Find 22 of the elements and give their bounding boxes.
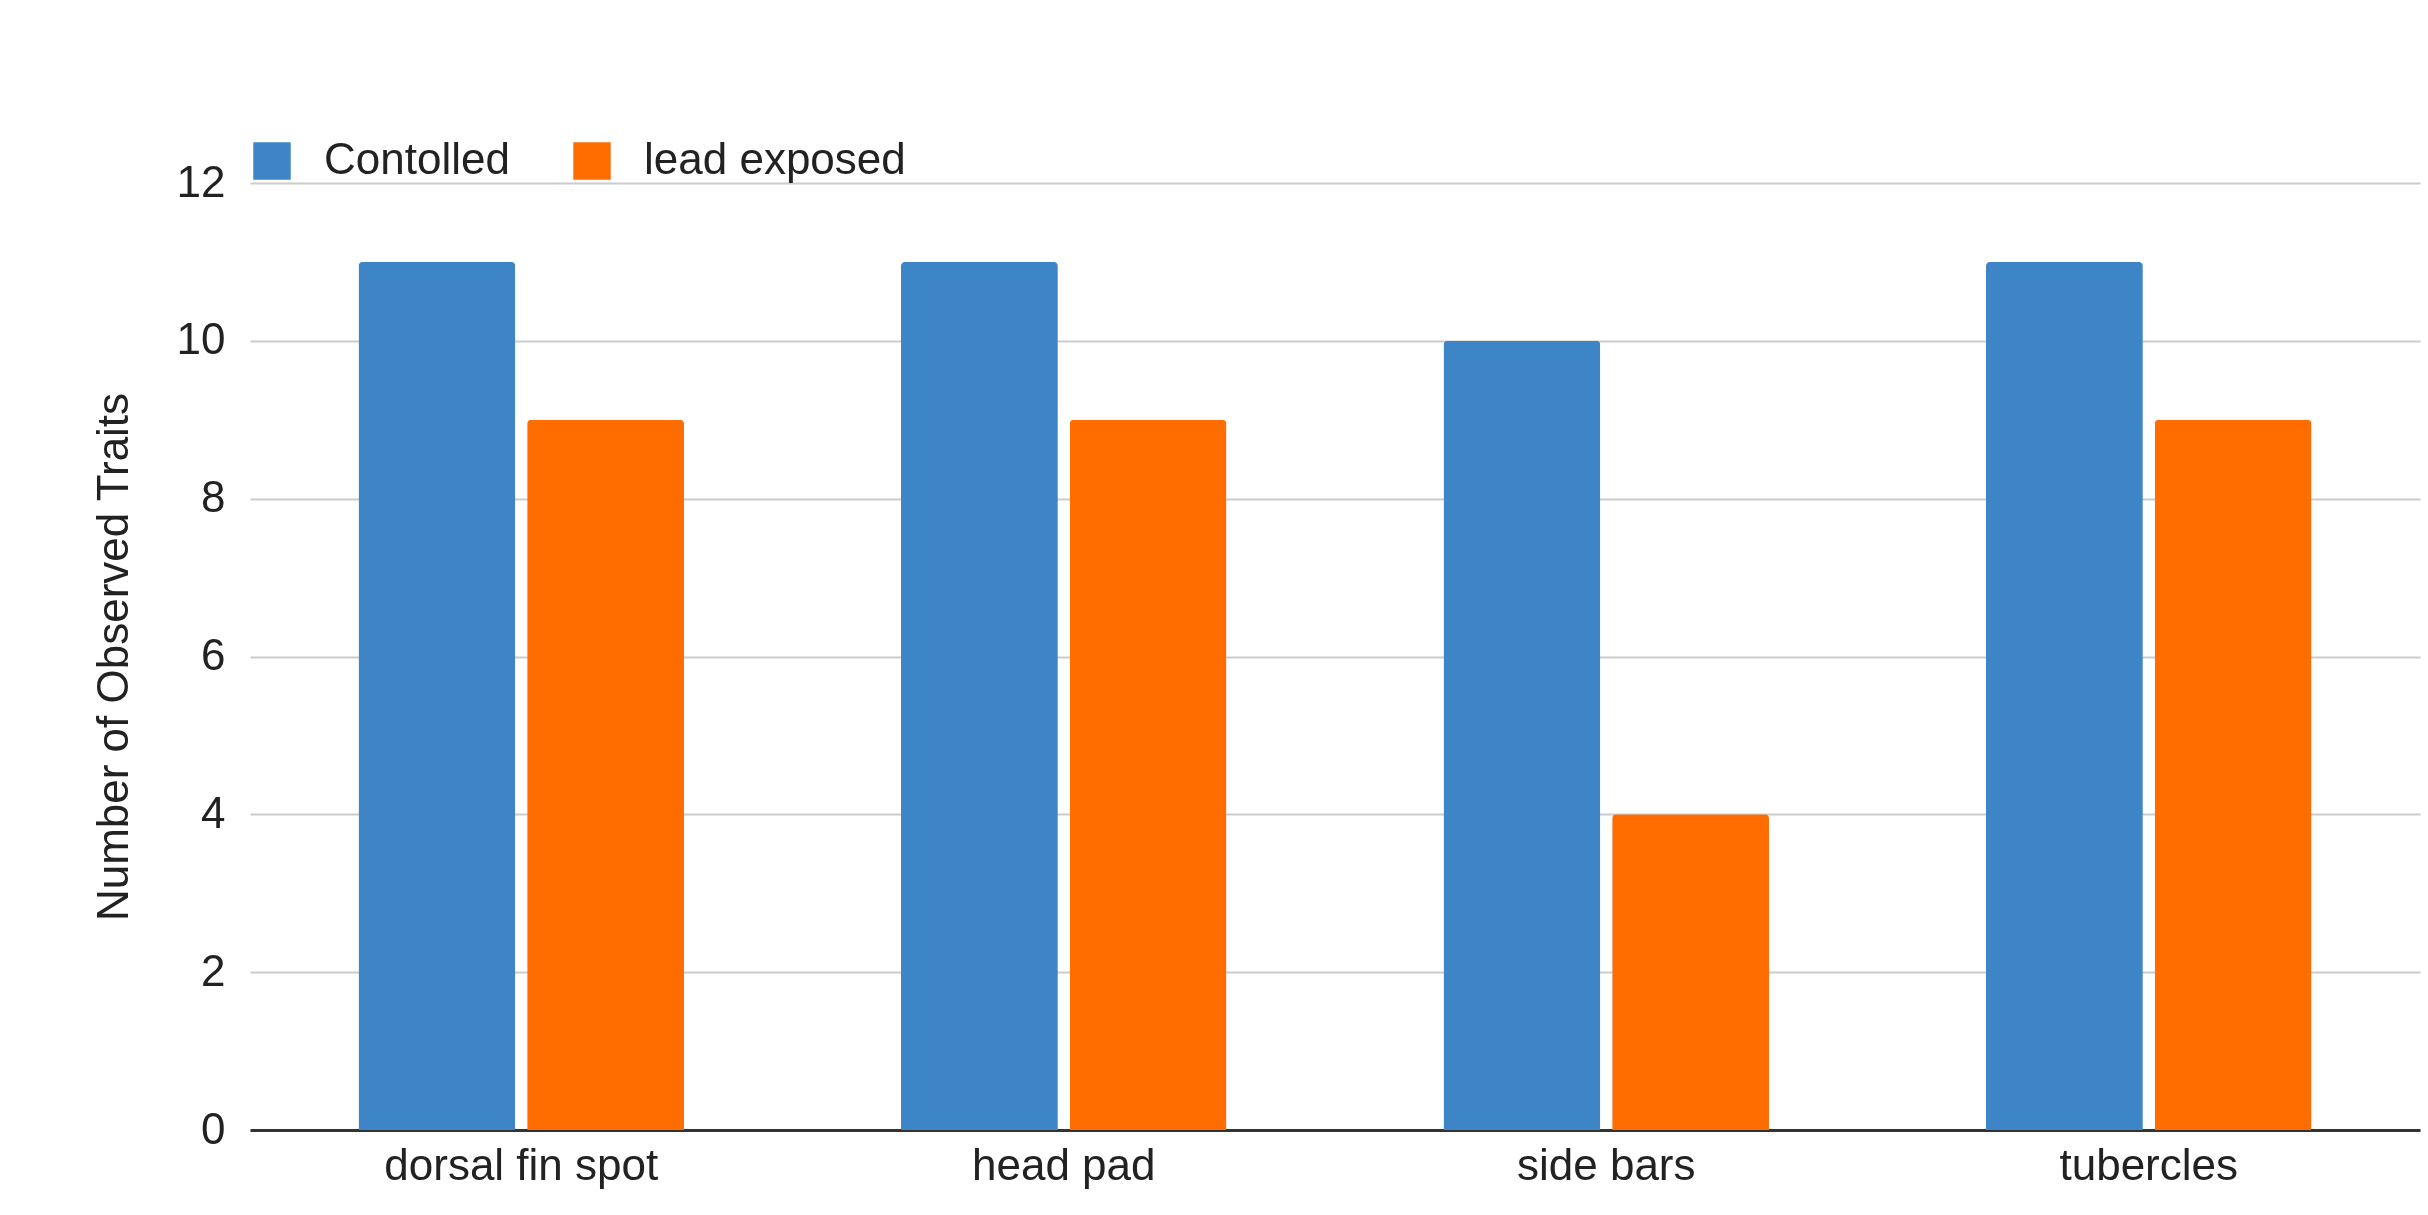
x-tick-label: tubercles	[2059, 1139, 2239, 1189]
x-tick-label: side bars	[1516, 1139, 1696, 1189]
bar	[2154, 419, 2312, 1130]
bar	[1069, 419, 1227, 1130]
y-tick-label: 8	[201, 472, 226, 522]
y-tick-label: 0	[201, 1103, 226, 1153]
legend-label: lead exposed	[644, 134, 906, 183]
y-tick-label: 2	[201, 945, 226, 995]
bar	[527, 419, 684, 1130]
bar	[358, 261, 516, 1130]
x-tick-label: dorsal fin spot	[384, 1139, 659, 1189]
y-tick-label: 6	[201, 630, 226, 679]
y-tick-label: 12	[176, 156, 226, 206]
legend-label: Contolled	[324, 134, 510, 183]
bar	[1443, 340, 1601, 1130]
y-axis-title: Number of Observed Traits	[87, 392, 137, 922]
bar	[1612, 814, 1769, 1130]
y-tick-label: 4	[201, 787, 226, 837]
x-tick-label: head pad	[971, 1139, 1156, 1189]
bar	[1986, 261, 2143, 1130]
bar	[901, 261, 1058, 1130]
y-tick-label: 10	[176, 314, 226, 364]
